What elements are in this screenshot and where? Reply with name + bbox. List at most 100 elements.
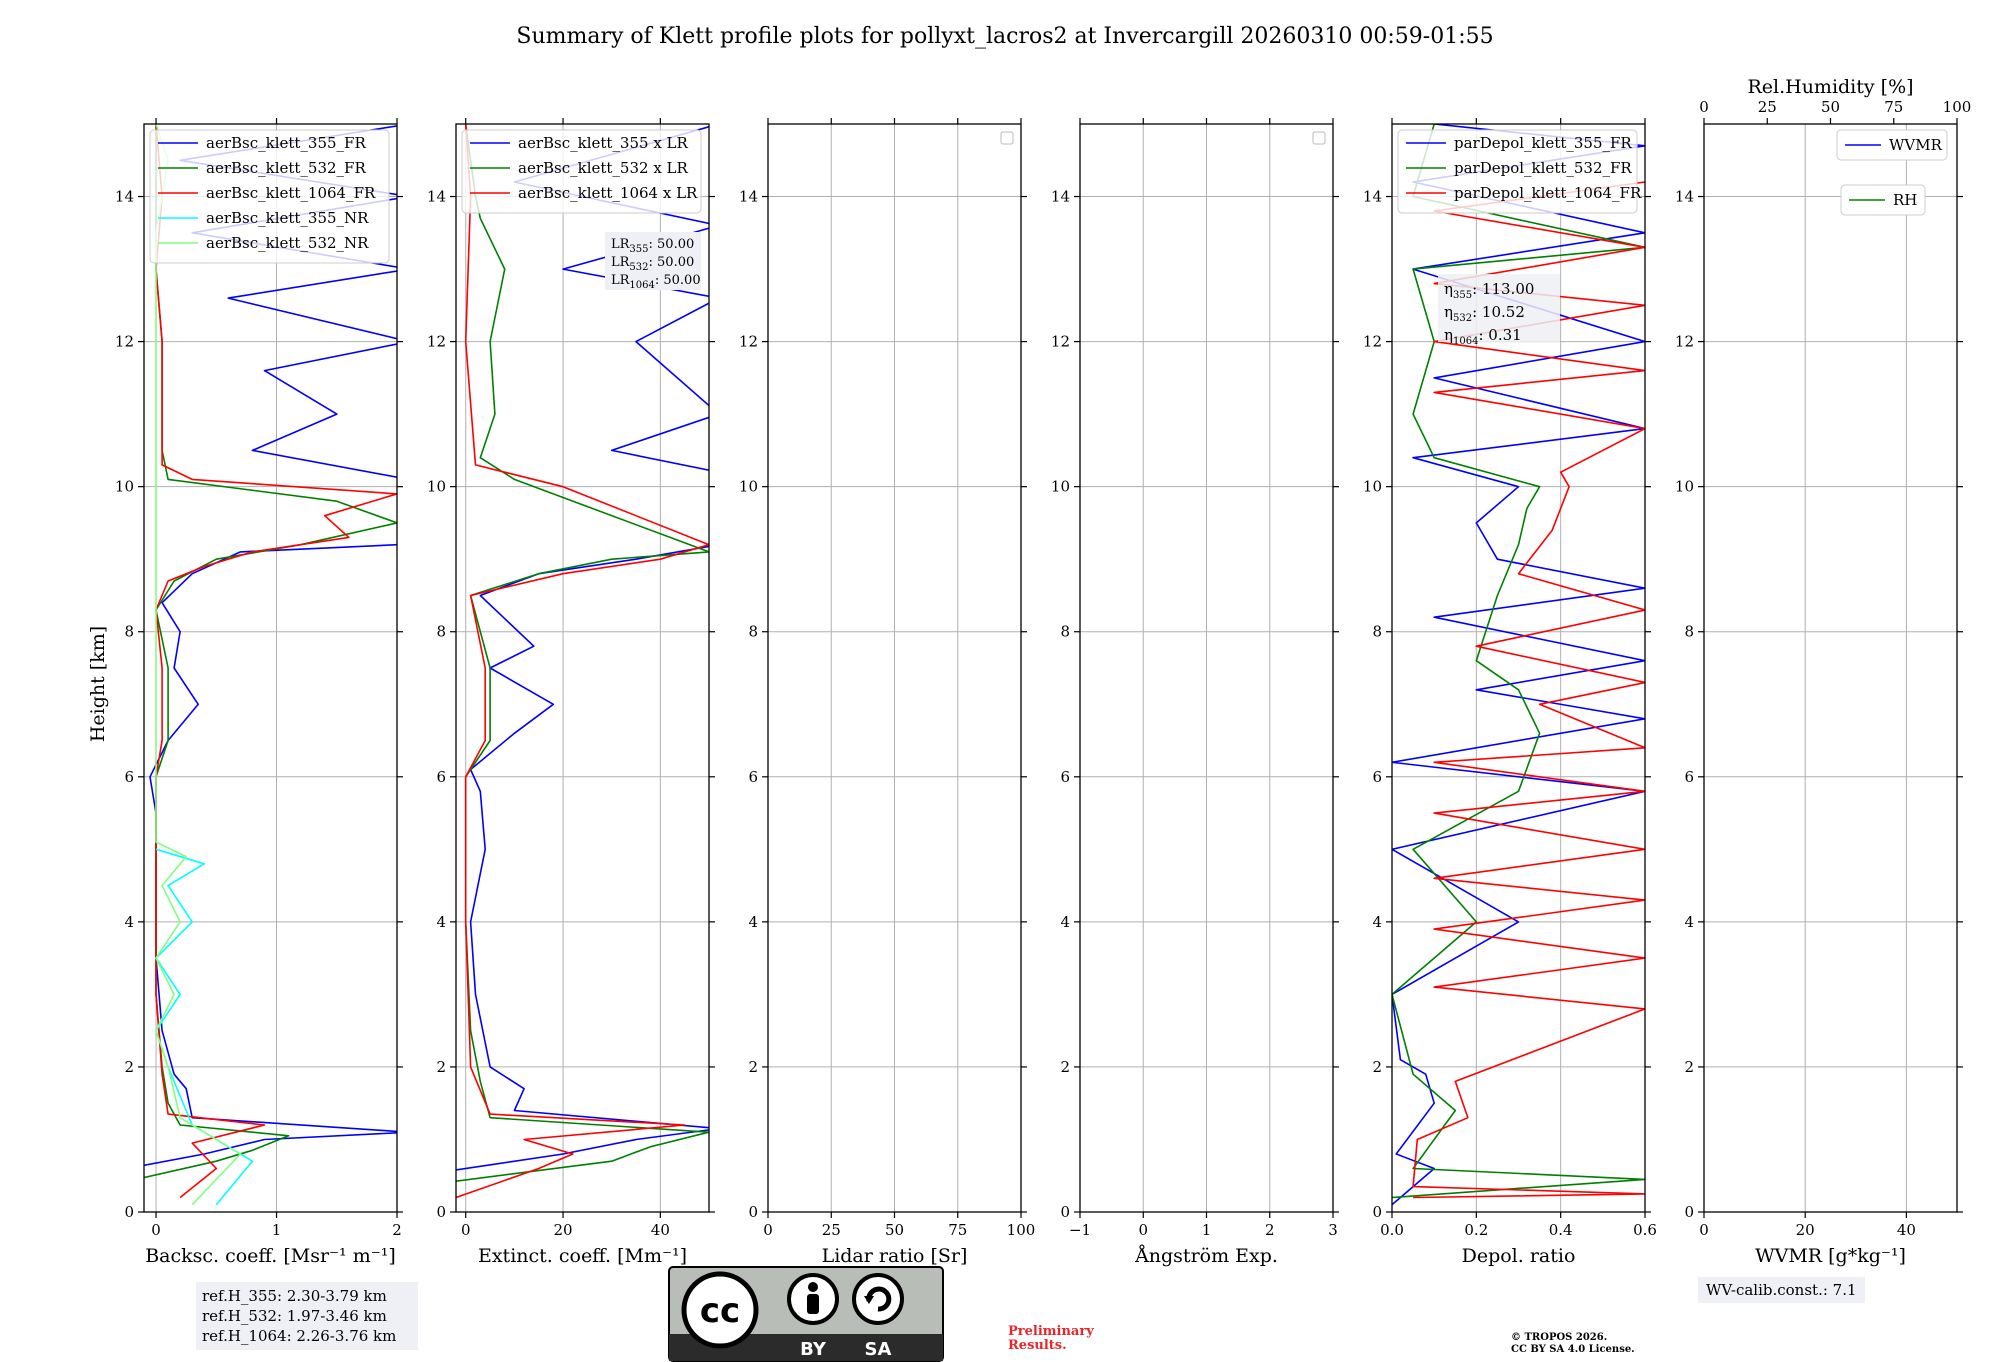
- y-tick-label: 14: [1363, 188, 1382, 206]
- sa-label: SA: [865, 1339, 892, 1360]
- legend-wvmr: WVMR: [1836, 129, 1948, 161]
- y-tick-label: 6: [1684, 768, 1694, 786]
- annotation-subscript: 355: [629, 244, 648, 255]
- grid-wvmr: [1703, 124, 1957, 1213]
- y-tick-label: 0: [124, 1203, 134, 1221]
- annotation-subscript: 355: [1453, 290, 1472, 301]
- legend-box: [149, 129, 390, 264]
- y-tick-label: 10: [427, 478, 446, 496]
- top-x-tick-label: 25: [1758, 98, 1777, 116]
- x-tick-label: 0: [461, 1221, 471, 1239]
- y-tick-label: 6: [1372, 768, 1382, 786]
- panel-wvmr: 0 25 50 75 100 Rel.Humidity [%] 0 2 4 6 8 10 12 14 0 20…: [1675, 76, 1971, 1267]
- top-x-tick-label: 100: [1943, 98, 1972, 116]
- axes-frame: [1391, 123, 1646, 1213]
- y-tick-label: 10: [1051, 478, 1070, 496]
- x-axis-label-wvmr: WVMR [g*kg⁻¹]: [1755, 1245, 1906, 1267]
- y-tick-label: 8: [1372, 623, 1382, 641]
- x-tick-label: 0.2: [1464, 1221, 1488, 1239]
- y-tick-label: 2: [748, 1058, 758, 1076]
- panel-lidar-ratio: 0 2 4 6 8 10 12 14 0 25 50 75 100 Lidar ratio [Sr]: [739, 118, 1035, 1267]
- y-tick-label: 6: [436, 768, 446, 786]
- y-tick-label: 2: [1372, 1058, 1382, 1076]
- x-tick-label: 0.6: [1633, 1221, 1657, 1239]
- eta-value: η355: 113.00: [1444, 280, 1534, 301]
- x-axis-label-backscatter: Backsc. coeff. [Msr⁻¹ m⁻¹]: [145, 1245, 396, 1267]
- y-tick-label: 0: [1372, 1203, 1382, 1221]
- lidar-ratio-value: LR355: 50.00: [611, 237, 694, 255]
- x-axis-label-lidar-ratio: Lidar ratio [Sr]: [822, 1245, 968, 1267]
- annotation-subscript: 1064: [629, 280, 654, 291]
- preliminary-line-2: Results.: [1008, 1338, 1067, 1353]
- eta-value: η532: 10.52: [1444, 303, 1525, 324]
- y-tick-label: 14: [115, 188, 134, 206]
- y-tick-label: 8: [748, 623, 758, 641]
- legend-label: aerBsc_klett_1064 x LR: [518, 184, 698, 202]
- y-tick-label: 14: [1675, 188, 1694, 206]
- y-tick-label: 4: [124, 913, 134, 931]
- annotation-symbol: η: [1444, 280, 1453, 298]
- lidar-ratio-value: LR532: 50.00: [611, 255, 694, 273]
- legend-extinction: aerBsc_klett_355 x LR aerBsc_klett_532 x …: [461, 129, 702, 214]
- copyright-note: © TROPOS 2026. CC BY SA 4.0 License.: [1511, 1332, 1635, 1356]
- x-tick-label: 100: [1007, 1221, 1036, 1239]
- annotation-value: : 10.52: [1472, 303, 1525, 321]
- x-tick-label: 20: [1796, 1221, 1815, 1239]
- x-axis-label-angstrom: Ångström Exp.: [1134, 1245, 1278, 1267]
- x-axis-label-depol: Depol. ratio: [1462, 1245, 1576, 1267]
- annotation-symbol: LR: [611, 273, 631, 288]
- legend-label: aerBsc_klett_355_FR: [206, 134, 366, 152]
- y-tick-label: 10: [1675, 478, 1694, 496]
- top-x-tick-label: 0: [1699, 98, 1709, 116]
- annotation-symbol: η: [1444, 326, 1453, 344]
- series-line-aerBsc_klett_1064 x LR: [456, 124, 709, 1199]
- ref-height-355: ref.H_355: 2.30-3.79 km: [202, 1287, 387, 1305]
- series-line-parDepol_klett_1064_FR: [1412, 181, 1645, 1199]
- x-tick-label: 50: [885, 1221, 904, 1239]
- legend-box: [1397, 129, 1638, 214]
- legend-label: aerBsc_klett_532_FR: [206, 159, 366, 177]
- y-tick-label: 4: [1372, 913, 1382, 931]
- y-tick-label: 8: [1684, 623, 1694, 641]
- y-tick-label: 8: [124, 623, 134, 641]
- series-line-aerBsc_klett_532_NR: [155, 124, 242, 1206]
- lidar-ratio-value: LR1064: 50.00: [611, 273, 701, 291]
- annotation-value: : 113.00: [1472, 280, 1534, 298]
- grid-lidar-ratio: [767, 124, 1022, 1213]
- legend-box: [461, 129, 702, 214]
- y-tick-label: 8: [436, 623, 446, 641]
- y-tick-label: 6: [124, 768, 134, 786]
- axes-frame: [1703, 123, 1958, 1213]
- annotation-subscript: 1064: [1453, 336, 1478, 347]
- y-tick-label: 6: [748, 768, 758, 786]
- y-axis-label: Height [km]: [87, 626, 109, 742]
- y-tick-label: 12: [1051, 333, 1070, 351]
- legend-rh: RH: [1840, 184, 1926, 216]
- x-tick-label: 1: [1202, 1221, 1212, 1239]
- y-tick-label: 14: [1051, 188, 1070, 206]
- preliminary-results-note: Preliminary Results.: [1008, 1325, 1094, 1353]
- legend-label: parDepol_klett_532_FR: [1454, 159, 1632, 177]
- panel-depol: 0 2 4 6 8 10 12 14 0.0 0.2 0.4 0.6 Depol. ratio parDe…: [1363, 118, 1657, 1267]
- y-tick-label: 14: [427, 188, 446, 206]
- legend-label: parDepol_klett_1064_FR: [1454, 184, 1642, 202]
- x-tick-label: 1: [272, 1221, 282, 1239]
- y-tick-label: 0: [1060, 1203, 1070, 1221]
- legend-backscatter: aerBsc_klett_355_FR aerBsc_klett_532_FRae…: [149, 129, 390, 264]
- x-tick-label: −1: [1069, 1221, 1091, 1239]
- x-tick-label: 2: [392, 1221, 402, 1239]
- series-line-aerBsc_klett_355_FR: [144, 125, 397, 1167]
- series-group-backscatter: [144, 124, 397, 1206]
- grid-angstrom: [1079, 124, 1334, 1213]
- y-tick-label: 10: [739, 478, 758, 496]
- legend-label: parDepol_klett_355_FR: [1454, 134, 1632, 152]
- annotation-value: : 50.00: [655, 273, 701, 288]
- legend-label: RH: [1893, 191, 1917, 209]
- y-tick-label: 12: [1675, 333, 1694, 351]
- x-tick-label: 0: [1138, 1221, 1148, 1239]
